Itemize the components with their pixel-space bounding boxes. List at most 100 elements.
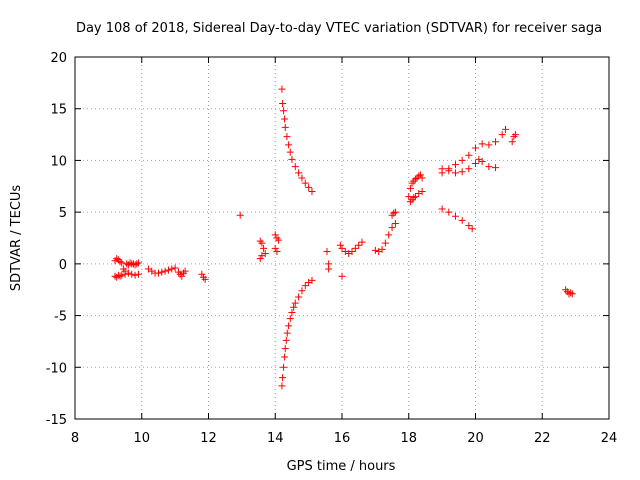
data-point [273,247,281,255]
data-point [385,231,393,239]
data-point [465,151,473,159]
data-point [285,322,293,330]
data-point [271,231,279,239]
data-point [478,140,486,148]
data-point [279,374,287,382]
data-point [286,148,294,156]
series-t3 [119,259,142,275]
data-point [181,267,189,275]
data-point [281,353,289,361]
data-point [168,265,176,273]
data-point [288,155,296,163]
data-point [358,238,366,246]
data-point [281,345,289,353]
x-tick-label: 22 [534,431,551,446]
data-point [411,175,419,183]
series-t4 [144,264,179,277]
x-tick-label: 8 [71,431,79,446]
data-point [451,169,459,177]
data-point [371,246,379,254]
data-point [201,275,209,283]
data-point [390,209,398,217]
series-t11 [278,276,316,390]
data-point [445,208,453,216]
data-point [498,131,506,139]
data-point [258,239,266,247]
data-point [281,115,289,123]
data-point [512,131,520,139]
data-point [351,244,359,252]
y-axis-label: SDTVAR / TECUs [9,185,24,292]
data-point [465,165,473,173]
data-point [378,245,386,253]
x-tick-label: 12 [200,431,217,446]
x-tick-label: 14 [267,431,284,446]
data-point [405,193,413,201]
data-point [288,308,296,316]
data-point [280,107,288,115]
data-point [285,141,293,149]
data-point [338,272,346,280]
series-t18 [406,187,426,206]
series-t6 [198,270,209,283]
data-point [323,247,331,255]
data-point [118,259,126,267]
data-point [154,269,162,277]
data-point [271,244,279,252]
series-t23 [562,286,576,298]
data-point [485,163,493,171]
data-point [492,138,500,146]
series-t21 [508,131,520,146]
data-point [280,363,288,371]
series-t12 [323,247,333,273]
data-point [325,265,333,273]
y-tick-label: -10 [46,361,67,376]
data-point [298,174,306,182]
series-t8 [256,237,269,263]
series-t17 [405,171,426,201]
data-point [410,194,418,202]
data-point [301,179,309,187]
data-point [260,244,268,252]
data-point [116,272,124,280]
x-tick-labels: 8 10 12 14 16 18 20 22 24 [71,431,617,446]
data-point [355,241,363,249]
data-point [438,165,446,173]
data-point [336,241,344,249]
data-point [502,125,510,133]
data-point [164,266,172,274]
data-point [305,183,313,191]
data-point [282,336,290,344]
y-tick-label: 5 [59,206,67,221]
data-point [468,225,476,233]
data-point [134,270,142,278]
data-point [281,123,289,131]
data-point [283,329,291,337]
y-tick-label: 10 [50,154,67,169]
data-point [295,293,303,301]
data-point [286,315,294,323]
series-t16 [388,208,399,219]
data-points [111,85,576,390]
data-point [290,303,298,311]
series-t1 [111,269,142,281]
data-point [391,208,399,216]
data-point [121,267,129,275]
data-point [458,156,466,164]
data-point [295,169,303,177]
data-point [283,133,291,141]
data-point [472,144,479,152]
plot-frame [74,56,610,420]
data-point [472,160,479,168]
data-point [308,187,316,195]
series-t14 [345,238,366,258]
data-point [256,255,264,263]
y-tick-label: 0 [59,258,67,273]
data-point [278,85,286,93]
data-point [278,382,286,390]
series-t10 [278,85,316,195]
data-point [458,216,466,224]
data-point [128,270,136,278]
tick-marks [74,56,610,420]
